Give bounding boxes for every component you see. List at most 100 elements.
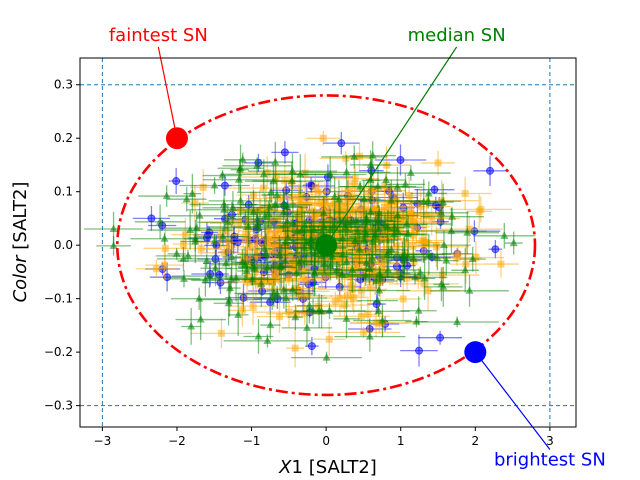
data-point bbox=[344, 246, 352, 254]
data-point bbox=[195, 211, 204, 219]
data-point bbox=[263, 169, 271, 177]
data-point bbox=[147, 214, 156, 223]
data-point bbox=[210, 180, 219, 189]
data-point bbox=[472, 254, 480, 262]
data-point bbox=[272, 190, 281, 198]
data-point bbox=[215, 270, 224, 279]
data-point bbox=[283, 202, 292, 210]
data-point bbox=[454, 250, 462, 258]
annotation-arrow bbox=[474, 351, 551, 450]
data-point bbox=[409, 243, 417, 251]
data-point bbox=[428, 215, 436, 223]
data-point bbox=[292, 268, 301, 277]
data-point bbox=[287, 176, 296, 185]
data-point bbox=[341, 199, 349, 207]
data-point bbox=[218, 232, 227, 240]
data-point bbox=[399, 295, 407, 303]
data-point bbox=[330, 192, 339, 200]
data-point bbox=[342, 154, 350, 162]
data-point bbox=[360, 235, 369, 244]
data-point bbox=[365, 264, 374, 272]
data-point bbox=[344, 187, 352, 195]
data-point bbox=[307, 238, 316, 246]
data-point bbox=[297, 214, 305, 222]
data-point bbox=[366, 160, 375, 168]
data-point bbox=[326, 170, 335, 178]
data-point bbox=[340, 301, 348, 309]
data-point bbox=[332, 265, 341, 274]
data-point bbox=[249, 302, 257, 310]
data-point bbox=[275, 313, 283, 321]
data-point bbox=[271, 274, 279, 282]
data-point bbox=[378, 263, 386, 271]
data-point bbox=[372, 205, 380, 213]
data-point bbox=[305, 301, 314, 309]
data-point bbox=[365, 332, 374, 340]
data-point bbox=[279, 285, 288, 293]
data-point bbox=[297, 256, 306, 264]
data-point bbox=[197, 244, 205, 252]
data-point bbox=[226, 283, 235, 292]
data-point bbox=[181, 231, 189, 239]
data-point bbox=[211, 263, 220, 272]
data-point bbox=[320, 260, 329, 268]
data-point bbox=[291, 344, 299, 352]
y-axis-label-rest: [SALT2] bbox=[10, 182, 31, 256]
data-point bbox=[301, 169, 309, 177]
data-point bbox=[372, 319, 380, 327]
data-point bbox=[288, 285, 297, 293]
data-point bbox=[267, 187, 276, 196]
data-point bbox=[254, 331, 263, 340]
x-axis-label: X1 [SALT2] bbox=[278, 457, 377, 478]
data-point bbox=[248, 262, 257, 270]
data-point bbox=[253, 161, 262, 169]
data-point bbox=[265, 277, 273, 285]
data-point bbox=[283, 233, 292, 241]
data-point bbox=[280, 148, 289, 157]
data-point bbox=[264, 241, 272, 249]
data-point bbox=[179, 274, 188, 282]
data-point bbox=[304, 199, 312, 207]
data-point bbox=[275, 228, 283, 236]
data-point bbox=[393, 182, 402, 191]
data-point bbox=[302, 238, 311, 246]
data-point bbox=[225, 238, 233, 246]
x-tick-label: 0 bbox=[322, 434, 330, 448]
special-point bbox=[464, 341, 487, 364]
data-point bbox=[161, 244, 169, 252]
series-triangle bbox=[83, 141, 536, 364]
data-point bbox=[191, 199, 199, 207]
x-tick-label: 3 bbox=[546, 434, 554, 448]
data-point bbox=[291, 312, 300, 321]
data-point bbox=[268, 293, 277, 301]
data-point bbox=[463, 228, 472, 236]
x-axis-label-rest: 1 [SALT2] bbox=[292, 457, 377, 478]
data-point bbox=[266, 320, 275, 329]
data-point bbox=[239, 254, 247, 262]
x-tick-label: −1 bbox=[243, 434, 261, 448]
data-point bbox=[371, 229, 380, 238]
data-point bbox=[350, 294, 358, 302]
x-axis-label-italic: X bbox=[278, 457, 292, 478]
data-point bbox=[219, 200, 228, 208]
data-point bbox=[234, 310, 243, 318]
data-point bbox=[331, 297, 339, 305]
data-point bbox=[238, 257, 247, 266]
data-point bbox=[360, 328, 368, 336]
data-point bbox=[172, 249, 181, 257]
data-point bbox=[403, 252, 412, 260]
data-point bbox=[160, 234, 169, 242]
data-point bbox=[422, 239, 430, 247]
data-point bbox=[375, 285, 384, 294]
data-point bbox=[297, 225, 306, 234]
data-point bbox=[325, 335, 333, 343]
data-point bbox=[406, 168, 415, 177]
data-point bbox=[217, 329, 225, 337]
data-point bbox=[196, 315, 205, 323]
y-tick-label: −0.1 bbox=[44, 292, 73, 306]
data-point bbox=[179, 254, 188, 262]
data-point bbox=[401, 179, 410, 188]
data-point bbox=[486, 166, 495, 175]
data-point bbox=[333, 254, 341, 262]
x-tick-label: −3 bbox=[94, 434, 112, 448]
